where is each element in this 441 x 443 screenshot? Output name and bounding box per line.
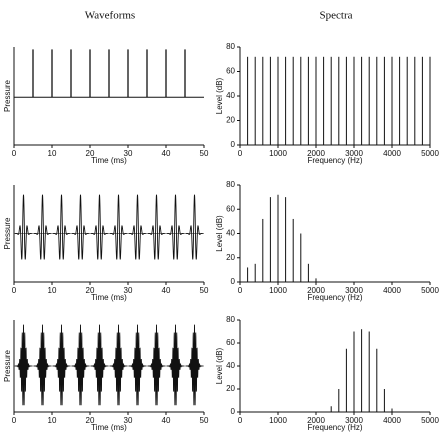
x-tick-label: 30 xyxy=(124,286,133,295)
burst xyxy=(129,324,146,406)
x-tick-label: 30 xyxy=(124,416,133,425)
burst xyxy=(15,194,32,260)
burst xyxy=(53,324,70,406)
burst xyxy=(167,194,184,260)
y-tick-label: 40 xyxy=(226,91,235,100)
y-tick-label: 20 xyxy=(226,253,235,262)
burst xyxy=(186,194,203,260)
x-tick-label: 3000 xyxy=(345,149,363,158)
y-tick-label: 60 xyxy=(226,67,235,76)
x-axis-label: Time (ms) xyxy=(91,423,127,432)
x-tick-label: 1000 xyxy=(269,149,287,158)
x-tick-label: 5000 xyxy=(421,286,439,295)
y-tick-label: 20 xyxy=(226,384,235,393)
x-axis-label: Frequency (Hz) xyxy=(307,423,362,432)
y-tick-label: 0 xyxy=(231,140,236,149)
x-tick-label: 40 xyxy=(162,286,171,295)
x-tick-label: 3000 xyxy=(345,416,363,425)
column-header: Waveforms xyxy=(85,10,135,22)
y-tick-label: 60 xyxy=(226,338,235,347)
x-tick-label: 3000 xyxy=(345,286,363,295)
x-tick-label: 40 xyxy=(162,149,171,158)
x-tick-label: 50 xyxy=(200,416,209,425)
x-tick-label: 10 xyxy=(48,416,57,425)
y-tick-label: 0 xyxy=(231,407,236,416)
x-tick-label: 4000 xyxy=(383,149,401,158)
y-tick-label: 40 xyxy=(226,361,235,370)
x-tick-label: 5000 xyxy=(421,149,439,158)
x-axis-label: Frequency (Hz) xyxy=(307,293,362,302)
burst xyxy=(91,324,108,406)
burst xyxy=(110,324,127,406)
x-tick-label: 1000 xyxy=(269,286,287,295)
x-tick-label: 0 xyxy=(238,149,243,158)
burst xyxy=(72,194,89,260)
burst xyxy=(91,194,108,260)
axis xyxy=(239,185,430,283)
y-axis-label: Pressure xyxy=(3,349,12,382)
x-tick-label: 5000 xyxy=(421,416,439,425)
y-tick-label: 60 xyxy=(226,204,235,213)
x-tick-label: 50 xyxy=(200,149,209,158)
burst xyxy=(148,194,165,260)
x-tick-label: 20 xyxy=(86,149,95,158)
burst xyxy=(186,324,203,406)
burst xyxy=(34,194,51,260)
burst xyxy=(15,324,32,406)
x-tick-label: 2000 xyxy=(307,416,325,425)
y-axis-label: Pressure xyxy=(3,79,12,112)
x-tick-label: 4000 xyxy=(383,416,401,425)
burst xyxy=(72,324,89,406)
x-tick-label: 4000 xyxy=(383,286,401,295)
x-tick-label: 2000 xyxy=(307,149,325,158)
y-tick-label: 0 xyxy=(231,277,236,286)
y-axis-label: Level (dB) xyxy=(215,215,224,252)
x-tick-label: 20 xyxy=(86,416,95,425)
x-axis-label: Frequency (Hz) xyxy=(307,156,362,165)
x-tick-label: 0 xyxy=(12,416,17,425)
burst xyxy=(53,194,70,260)
x-tick-label: 0 xyxy=(12,286,17,295)
y-tick-label: 80 xyxy=(226,42,235,51)
burst xyxy=(167,324,184,406)
x-tick-label: 0 xyxy=(238,416,243,425)
burst xyxy=(34,324,51,406)
x-tick-label: 20 xyxy=(86,286,95,295)
y-axis-label: Pressure xyxy=(3,217,12,250)
y-axis-label: Level (dB) xyxy=(215,347,224,384)
x-tick-label: 2000 xyxy=(307,286,325,295)
column-header: Spectra xyxy=(320,10,353,22)
x-axis-label: Time (ms) xyxy=(91,156,127,165)
y-tick-label: 40 xyxy=(226,229,235,238)
x-tick-label: 30 xyxy=(124,149,133,158)
x-tick-label: 1000 xyxy=(269,416,287,425)
x-tick-label: 0 xyxy=(12,149,17,158)
x-tick-label: 10 xyxy=(48,149,57,158)
y-tick-label: 20 xyxy=(226,116,235,125)
axis xyxy=(239,320,430,413)
burst xyxy=(110,194,127,260)
x-tick-label: 50 xyxy=(200,286,209,295)
x-axis-label: Time (ms) xyxy=(91,293,127,302)
x-tick-label: 10 xyxy=(48,286,57,295)
x-tick-label: 40 xyxy=(162,416,171,425)
axis xyxy=(239,47,430,146)
y-tick-label: 80 xyxy=(226,315,235,324)
y-axis-label: Level (dB) xyxy=(215,77,224,114)
y-tick-label: 80 xyxy=(226,180,235,189)
x-tick-label: 0 xyxy=(238,286,243,295)
burst xyxy=(148,324,165,406)
burst xyxy=(129,194,146,260)
